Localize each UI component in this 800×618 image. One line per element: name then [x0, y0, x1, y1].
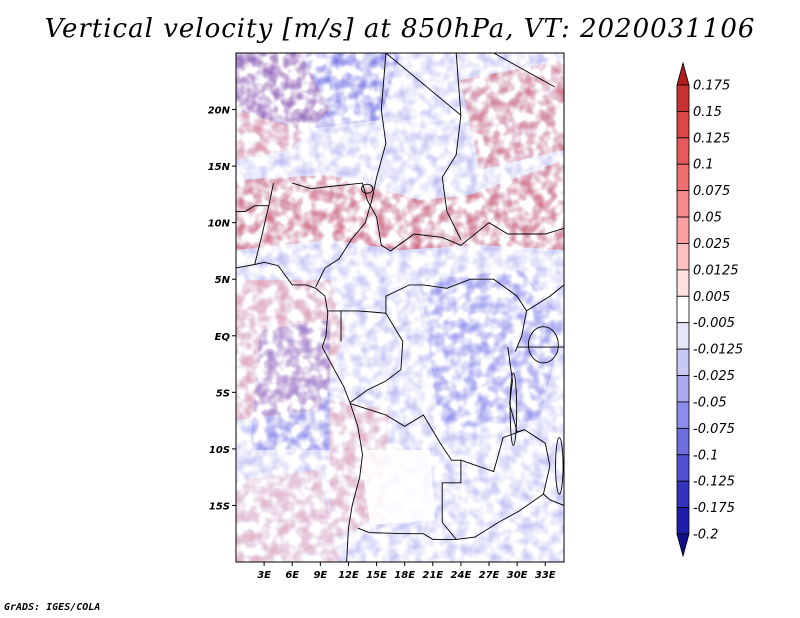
border-line [514, 310, 527, 352]
lon-tick-label: 24E [451, 570, 472, 581]
lon-tick-label: 3E [257, 570, 271, 581]
colorbar-swatch [676, 480, 690, 508]
border-line [441, 53, 462, 240]
colorbar-label: -0.075 [693, 422, 735, 437]
lat-tick-label: EQ [215, 332, 231, 343]
colorbar-label: -0.025 [693, 369, 735, 384]
colorbar-swatch [676, 507, 690, 535]
border-line [456, 429, 551, 540]
lon-tick-label: 21E [422, 570, 443, 581]
border-line [350, 403, 462, 540]
lon-tick-label: 27E [479, 570, 500, 581]
colorbar-label: -0.05 [693, 395, 727, 410]
colorbar-swatch [676, 322, 690, 350]
lon-tick-label: 9E [313, 570, 327, 581]
colorbar-swatch [676, 137, 690, 165]
lat-tick-label: 10S [209, 445, 230, 456]
colorbar-swatch [676, 427, 690, 456]
latitude-axis: 20N 15N 10N 5N EQ 5S 10S 15S [208, 106, 236, 512]
lon-tick-label: 33E [535, 570, 556, 581]
lake-outline [361, 183, 374, 194]
colorbar-label: 0.125 [693, 131, 730, 146]
colorbar-swatch [676, 111, 690, 139]
border-line [254, 183, 274, 265]
field-shading [236, 53, 564, 562]
colorbar-swatch [676, 269, 690, 297]
colorbar-label: 0.005 [693, 290, 730, 305]
border-line [292, 182, 564, 252]
lake-outline [509, 372, 518, 446]
map-frame [235, 52, 565, 563]
border-line [327, 278, 564, 314]
lon-tick-label: 6E [285, 570, 299, 581]
lat-tick-label: 10N [208, 219, 231, 230]
colorbar-label: -0.0125 [693, 343, 743, 358]
country-borders [236, 53, 564, 562]
lat-tick-label: 5S [216, 388, 230, 399]
border-line [315, 199, 373, 288]
lake-outline [555, 437, 564, 495]
grads-credit: GrADS: IGES/COLA [4, 602, 101, 613]
colorbar-min-triangle [676, 533, 690, 558]
lat-tick-label: 5N [215, 275, 231, 286]
colorbar-swatch [676, 348, 690, 376]
border-line [385, 53, 462, 116]
lon-tick-label: 15E [366, 570, 387, 581]
border-line [236, 261, 363, 562]
border-line [350, 312, 404, 403]
colorbar-label: 0.0125 [693, 263, 739, 278]
colorbar-label: 0.075 [693, 184, 730, 199]
downward-motion-zone [250, 320, 330, 450]
colorbar-label: -0.125 [693, 475, 735, 490]
colorbar-max-triangle [676, 61, 690, 86]
border-line [493, 53, 555, 88]
upward-motion-zone [236, 470, 340, 562]
lon-tick-label: 30E [507, 570, 528, 581]
colorbar-swatch [676, 190, 690, 218]
colorbar-swatch [676, 243, 690, 271]
lon-tick-label: 18E [394, 570, 415, 581]
colorbar-label: -0.005 [693, 316, 735, 331]
downward-motion-zone [236, 53, 400, 130]
lat-tick-label: 20N [208, 106, 231, 117]
lake-outline [527, 326, 559, 364]
colorbar-swatch [676, 84, 690, 112]
map-title: Vertical velocity [m/s] at 850hPa, VT: 2… [44, 14, 756, 44]
colorbar-swatch [676, 454, 690, 482]
colorbar-label: -0.2 [693, 528, 718, 543]
colorbar-label: 0.1 [693, 158, 714, 173]
colorbar-label: -0.1 [693, 448, 718, 463]
longitude-axis: 3E 6E 9E 12E 15E 18E 21E 24E 27E 30E 33E [257, 562, 556, 581]
colorbar-swatch [676, 163, 690, 192]
lat-tick-label: 15N [208, 162, 231, 173]
upward-motion-zone [236, 160, 564, 250]
lat-tick-label: 15S [209, 501, 230, 512]
colorbar-label: 0.175 [693, 79, 730, 94]
colorbar-label: 0.05 [693, 211, 722, 226]
colorbar-label: 0.15 [693, 105, 722, 120]
near-zero-zone [360, 450, 435, 525]
border-line [543, 493, 564, 506]
colorbar-label: 0.025 [693, 237, 730, 252]
border-line [236, 205, 269, 212]
colorbar-swatch [676, 401, 690, 429]
colorbar-swatch [676, 216, 690, 244]
lon-tick-label: 12E [338, 570, 359, 581]
border-line [371, 53, 387, 201]
colorbar-swatch [676, 295, 690, 324]
colorbar-swatch [676, 375, 690, 403]
upward-motion-zone [460, 60, 564, 170]
colorbar-label: -0.175 [693, 501, 735, 516]
